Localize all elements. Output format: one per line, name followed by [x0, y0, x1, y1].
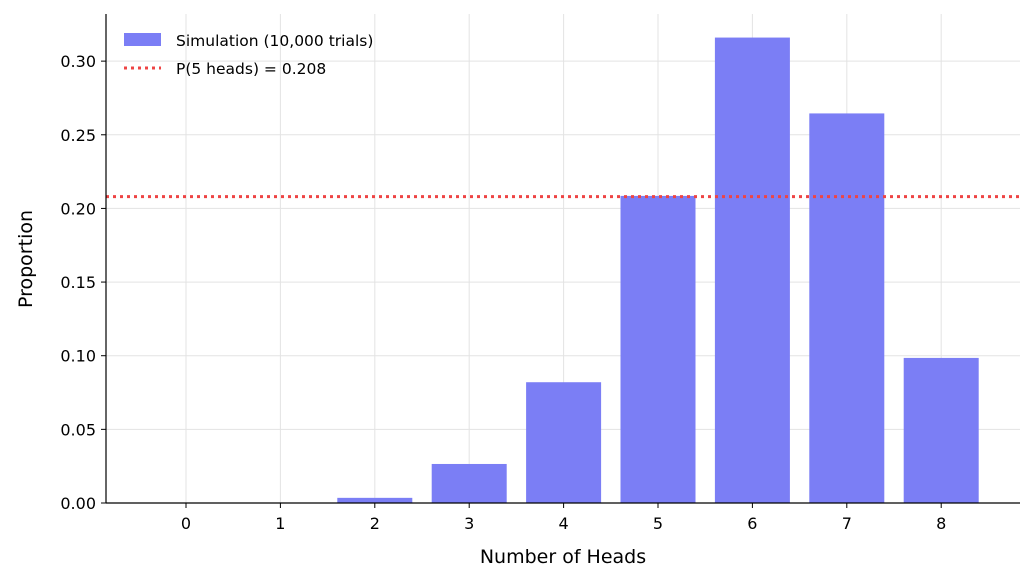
x-tick-label: 5 [653, 514, 663, 533]
x-tick-label: 1 [275, 514, 285, 533]
y-tick-labels: 0.00 0.05 0.10 0.15 0.20 0.25 0.30 [60, 52, 96, 513]
x-tick-labels: 0 1 2 3 4 5 6 7 8 [181, 514, 946, 533]
bar [714, 37, 790, 504]
bar [526, 382, 602, 503]
legend-label-reference: P(5 heads) = 0.208 [176, 60, 326, 78]
x-tick-label: 6 [747, 514, 757, 533]
x-tick-label: 4 [559, 514, 569, 533]
y-tick-label: 0.30 [60, 52, 96, 71]
x-tick-label: 8 [936, 514, 946, 533]
y-tick-label: 0.15 [60, 273, 96, 292]
bar [337, 497, 413, 503]
x-tick-label: 0 [181, 514, 191, 533]
x-tick-label: 3 [464, 514, 474, 533]
y-tick-label: 0.20 [60, 199, 96, 218]
axes [101, 14, 1020, 508]
bar [431, 463, 507, 503]
bar [903, 357, 979, 503]
x-tick-label: 2 [370, 514, 380, 533]
legend: Simulation (10,000 trials) P(5 heads) = … [124, 32, 373, 78]
y-axis-label: Proportion [15, 210, 37, 308]
x-tick-label: 7 [842, 514, 852, 533]
y-tick-label: 0.05 [60, 420, 96, 439]
bars [337, 37, 979, 504]
y-tick-label: 0.25 [60, 126, 96, 145]
y-tick-label: 0.10 [60, 347, 96, 366]
x-axis-label: Number of Heads [480, 546, 646, 568]
bar [809, 113, 885, 504]
legend-bar-swatch [124, 33, 161, 46]
legend-label-simulation: Simulation (10,000 trials) [176, 32, 373, 50]
y-tick-label: 0.00 [60, 494, 96, 513]
bar [620, 195, 696, 504]
